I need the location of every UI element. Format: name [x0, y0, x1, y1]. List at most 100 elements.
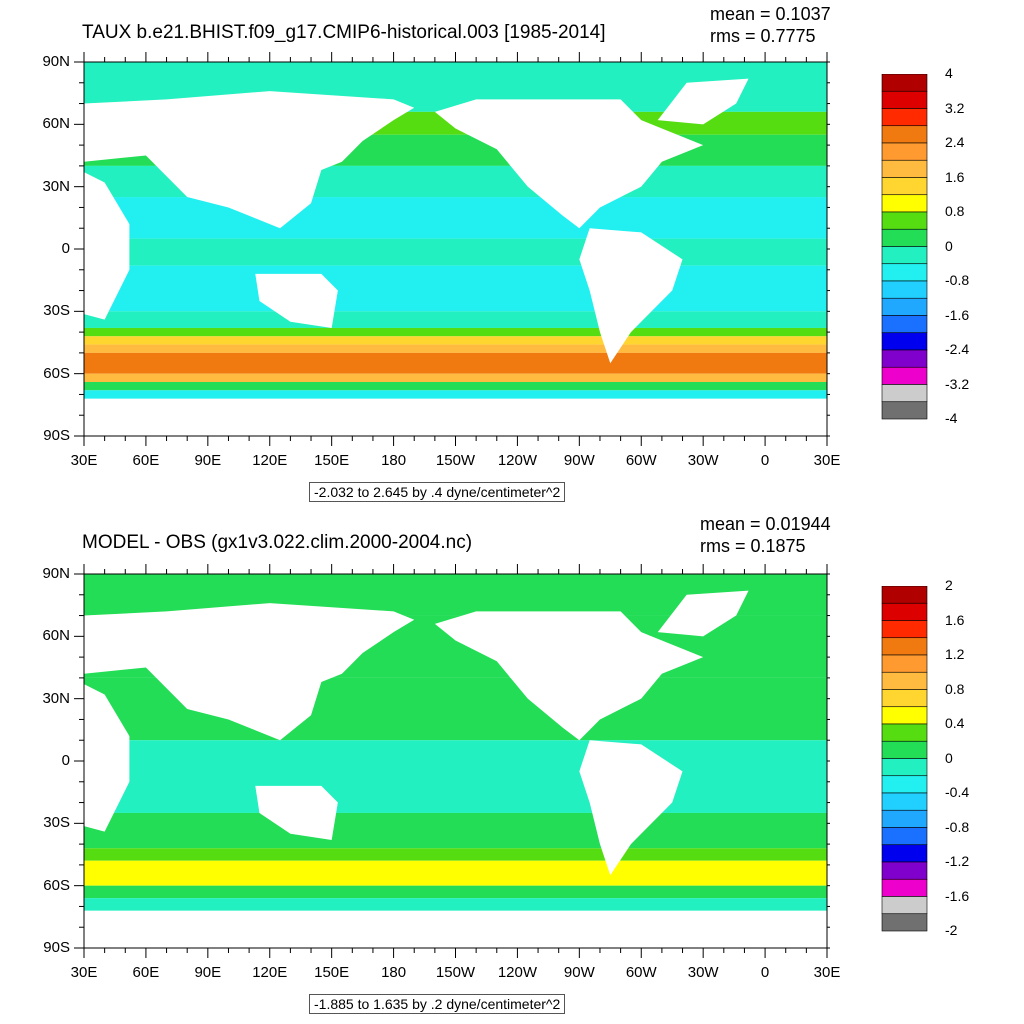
field-band: [84, 336, 827, 345]
colorbar-label: -2: [945, 922, 958, 938]
rms-readout: rms = 0.1875: [700, 536, 806, 556]
land-mass: [84, 910, 827, 948]
colorbar-swatch: [881, 315, 928, 334]
colorbar-swatch: [881, 740, 928, 759]
lat-tick-label: 90N: [42, 53, 70, 70]
lon-tick-label: 30E: [813, 452, 841, 469]
field-band: [84, 860, 827, 886]
lat-tick-label: 0: [61, 752, 70, 769]
lon-tick-label: 60E: [132, 964, 160, 981]
field-band: [84, 812, 827, 849]
colorbar-swatch: [881, 142, 928, 161]
colorbar-swatch: [881, 280, 928, 299]
land-mass: [579, 740, 683, 876]
range-label: -2.032 to 2.645 by .4 dyne/centimeter^2: [309, 482, 566, 502]
lon-tick-label: 60W: [625, 964, 657, 981]
land-mass: [657, 78, 749, 125]
rms-readout: rms = 0.7775: [710, 26, 816, 46]
lon-tick-label: 120E: [252, 452, 288, 469]
field-band: [84, 381, 827, 391]
colorbar-label: -1.2: [945, 853, 970, 869]
colorbar-label: -0.8: [945, 272, 970, 288]
colorbar-swatch: [881, 263, 928, 282]
colorbar-swatch: [881, 384, 928, 403]
land-mass: [0, 684, 130, 832]
map-plot: [0, 52, 830, 446]
colorbar-label: 0.4: [945, 715, 965, 731]
lon-tick-label: 60W: [625, 452, 657, 469]
colorbar-label: -0.8: [945, 818, 970, 835]
colorbar-swatch: [881, 297, 928, 316]
field-band: [84, 327, 827, 337]
colorbar-label: 0: [945, 237, 953, 254]
colorbar-label: 3.2: [945, 99, 965, 116]
colorbar-label: -3.2: [945, 375, 970, 392]
field-band: [84, 848, 827, 861]
colorbar-swatch: [881, 792, 928, 811]
lat-tick-label: 30N: [42, 689, 70, 707]
lon-tick-label: 30W: [687, 964, 719, 981]
field-band: [84, 238, 827, 266]
colorbar-swatch: [881, 861, 928, 880]
field-band: [84, 265, 827, 312]
lon-tick-label: 120W: [497, 452, 537, 469]
lon-tick-label: 30E: [70, 964, 98, 981]
colorbar-label: 2: [945, 577, 953, 593]
colorbar-swatch: [881, 349, 928, 368]
colorbar-label: 2.4: [945, 134, 965, 150]
land-mass: [434, 611, 704, 741]
colorbar-swatch: [881, 878, 928, 897]
colorbar-label: 0: [945, 749, 953, 766]
colorbar-label: 1.2: [945, 646, 965, 662]
lon-tick-label: 90E: [194, 452, 222, 469]
lon-tick-label: 120W: [497, 964, 537, 981]
colorbar-label: 1.6: [945, 168, 965, 185]
lon-tick-label: 150E: [314, 452, 350, 469]
colorbar-swatch: [881, 827, 928, 846]
lat-tick-label: 60N: [42, 627, 70, 645]
lat-tick-label: 30N: [42, 177, 70, 195]
field-band: [84, 352, 827, 374]
colorbar-swatch: [881, 332, 928, 351]
colorbar-swatch: [881, 366, 928, 385]
lon-tick-label: 0: [760, 452, 770, 469]
range-label: -1.885 to 1.635 by .2 dyne/centimeter^2: [309, 994, 566, 1014]
colorbar-label: -4: [945, 410, 958, 426]
land-mass: [0, 172, 130, 320]
lat-tick-label: 90S: [43, 939, 70, 956]
field-band: [84, 373, 827, 382]
bottom-panel: MODEL - OBS (gx1v3.022.clim.2000-2004.nc…: [0, 512, 1024, 1024]
land-mass: [579, 228, 683, 364]
colorbar-swatch: [881, 177, 928, 196]
colorbar-swatch: [881, 246, 928, 265]
land-mass: [434, 99, 704, 229]
lon-tick-label: 0: [760, 964, 770, 981]
field-band: [84, 344, 827, 353]
colorbar: [881, 586, 928, 932]
land-mass: [657, 590, 749, 637]
colorbar-swatch: [881, 809, 928, 828]
colorbar-label: 1.6: [945, 611, 965, 628]
colorbar-swatch: [881, 775, 928, 794]
lon-tick-label: 60E: [132, 452, 160, 469]
colorbar-swatch: [881, 671, 928, 690]
lon-tick-label: 120E: [252, 964, 288, 981]
colorbar-swatch: [881, 706, 928, 725]
colorbar-swatch: [881, 689, 928, 708]
colorbar-swatch: [881, 401, 928, 420]
lat-tick-label: 30S: [43, 814, 70, 832]
lon-tick-label: 30E: [70, 452, 98, 469]
colorbar-swatch: [881, 74, 928, 92]
colorbar-swatch: [881, 90, 928, 109]
colorbar-swatch: [881, 159, 928, 178]
colorbar-swatch: [881, 211, 928, 230]
colorbar-swatch: [881, 194, 928, 213]
colorbar-swatch: [881, 637, 928, 656]
colorbar-label: -1.6: [945, 887, 970, 904]
lon-tick-label: 180: [381, 964, 407, 981]
field-band: [84, 197, 827, 239]
lon-tick-label: 90W: [563, 964, 595, 981]
panel-title: MODEL - OBS (gx1v3.022.clim.2000-2004.nc…: [82, 532, 473, 553]
colorbar-label: -0.4: [945, 784, 970, 800]
colorbar-swatch: [881, 913, 928, 932]
